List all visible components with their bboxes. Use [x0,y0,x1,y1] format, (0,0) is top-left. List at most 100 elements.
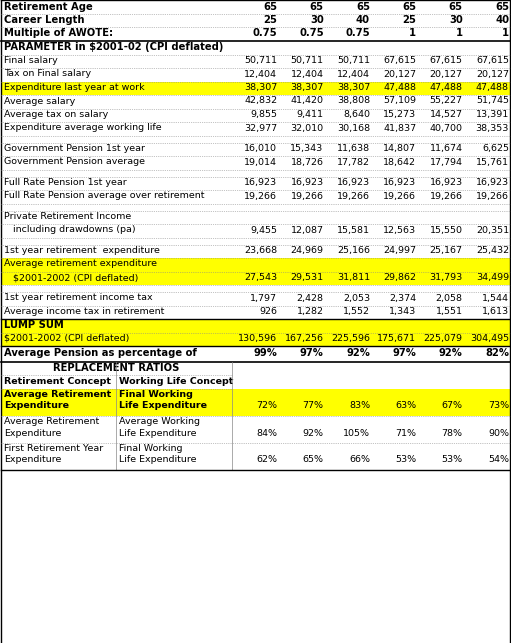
Text: 40: 40 [495,15,509,25]
Text: 15,550: 15,550 [430,226,462,235]
Text: 24,997: 24,997 [383,246,416,255]
Text: 15,343: 15,343 [290,144,323,153]
Text: 25,432: 25,432 [476,246,509,255]
Bar [1,346,510,361]
Text: 13,391: 13,391 [476,110,509,119]
Text: 1,551: 1,551 [436,307,462,316]
Bar [1,332,510,346]
Text: PARAMETER in $2001-02 (CPI deflated): PARAMETER in $2001-02 (CPI deflated) [4,42,223,52]
Text: 175,671: 175,671 [377,334,416,343]
Text: 225,079: 225,079 [424,334,462,343]
Bar [1,41,510,55]
Text: Average Retirement: Average Retirement [4,417,99,426]
Text: 65: 65 [402,1,416,12]
Text: 12,404: 12,404 [337,69,370,78]
Text: 51,745: 51,745 [476,96,509,105]
Text: 67,615: 67,615 [430,56,462,65]
Text: 50,711: 50,711 [291,56,323,65]
Text: 11,674: 11,674 [430,144,462,153]
Text: 1,544: 1,544 [482,293,509,302]
Text: 27,543: 27,543 [244,273,277,282]
Text: 20,127: 20,127 [430,69,462,78]
Text: Expenditure last year at work: Expenditure last year at work [4,83,145,92]
Text: 78%: 78% [442,428,462,437]
Text: 0.75: 0.75 [345,28,370,39]
Text: 19,014: 19,014 [244,158,277,167]
Text: 25: 25 [403,15,416,25]
Text: 77%: 77% [303,401,323,410]
Text: 1: 1 [455,28,462,39]
Text: 1,282: 1,282 [297,307,323,316]
Text: 67,615: 67,615 [383,56,416,65]
Text: Final Working: Final Working [119,444,182,453]
Text: 67,615: 67,615 [476,56,509,65]
Text: Average salary: Average salary [4,96,75,105]
Text: 225,596: 225,596 [331,334,370,343]
Text: Average income tax in retirement: Average income tax in retirement [4,307,165,316]
Text: 2,428: 2,428 [297,293,323,302]
Text: 54%: 54% [488,455,509,464]
Text: 2,053: 2,053 [343,293,370,302]
Bar [1,271,510,285]
Text: 17,782: 17,782 [337,158,370,167]
Text: 12,087: 12,087 [291,226,323,235]
Text: Expenditure: Expenditure [4,455,61,464]
Text: Expenditure average working life: Expenditure average working life [4,123,161,132]
Text: 38,307: 38,307 [290,83,323,92]
Text: Average tax on salary: Average tax on salary [4,110,108,119]
Bar [1,388,232,415]
Text: 14,527: 14,527 [430,110,462,119]
Text: 12,563: 12,563 [383,226,416,235]
Text: 50,711: 50,711 [244,56,277,65]
Text: 41,837: 41,837 [383,123,416,132]
Text: 97%: 97% [300,347,323,358]
Text: 19,266: 19,266 [244,192,277,201]
Bar [1,82,510,95]
Text: Average Working: Average Working [119,417,200,426]
Text: REPLACEMENT RATIOS: REPLACEMENT RATIOS [53,363,180,373]
Text: 1st year retirement  expenditure: 1st year retirement expenditure [4,246,160,255]
Text: 71%: 71% [396,428,416,437]
Text: 20,127: 20,127 [476,69,509,78]
Text: 34,499: 34,499 [476,273,509,282]
Text: 97%: 97% [392,347,416,358]
Text: 2,058: 2,058 [436,293,462,302]
Text: 12,404: 12,404 [244,69,277,78]
Text: $2001-2002 (CPI deflated): $2001-2002 (CPI deflated) [4,273,138,282]
Text: 30,168: 30,168 [337,123,370,132]
Bar [1,319,510,332]
Text: 12,404: 12,404 [291,69,323,78]
Text: 47,488: 47,488 [383,83,416,92]
Text: 18,642: 18,642 [383,158,416,167]
Text: 25,166: 25,166 [337,246,370,255]
Text: 25: 25 [264,15,277,25]
Text: 32,977: 32,977 [244,123,277,132]
Text: 1,343: 1,343 [389,307,416,316]
Text: Retirement Concept: Retirement Concept [4,377,111,386]
Text: 2,374: 2,374 [389,293,416,302]
Text: Working Life Concept: Working Life Concept [119,377,234,386]
Text: 65%: 65% [303,455,323,464]
Text: 84%: 84% [257,428,277,437]
Text: 18,726: 18,726 [291,158,323,167]
Text: 19,266: 19,266 [430,192,462,201]
Text: 30: 30 [310,15,323,25]
Text: Life Expenditure: Life Expenditure [119,455,197,464]
Text: Expenditure: Expenditure [4,428,61,437]
Text: 38,307: 38,307 [337,83,370,92]
Text: 11,638: 11,638 [337,144,370,153]
Text: Expenditure: Expenditure [4,401,69,410]
Text: 6,625: 6,625 [482,144,509,153]
Text: including drawdowns (pa): including drawdowns (pa) [4,226,135,235]
Text: 0.75: 0.75 [299,28,323,39]
Text: 90%: 90% [488,428,509,437]
Text: 38,307: 38,307 [244,83,277,92]
Text: 1,613: 1,613 [482,307,509,316]
Text: 72%: 72% [257,401,277,410]
Text: 65: 65 [495,1,509,12]
Text: 105%: 105% [343,428,370,437]
Text: Career Length: Career Length [4,15,84,25]
Text: 47,488: 47,488 [476,83,509,92]
Text: 47,488: 47,488 [430,83,462,92]
Text: 20,127: 20,127 [383,69,416,78]
